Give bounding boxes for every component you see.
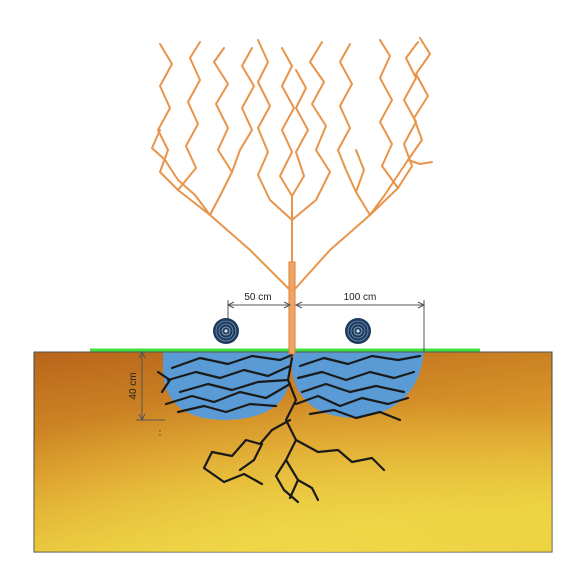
drip-emitter-icon [213, 318, 239, 344]
drip-emitter-icon [345, 318, 371, 344]
wet-zone-right [292, 352, 424, 418]
plant-canopy [151, 37, 433, 355]
soil-glow [34, 352, 552, 552]
plant-stem [288, 261, 296, 355]
label-depth: 40 cm [128, 372, 139, 399]
label-left-distance: 50 cm [244, 292, 271, 303]
root-system [156, 353, 422, 504]
label-right-distance: 100 cm [344, 292, 377, 303]
wet-zone-left [163, 352, 290, 420]
